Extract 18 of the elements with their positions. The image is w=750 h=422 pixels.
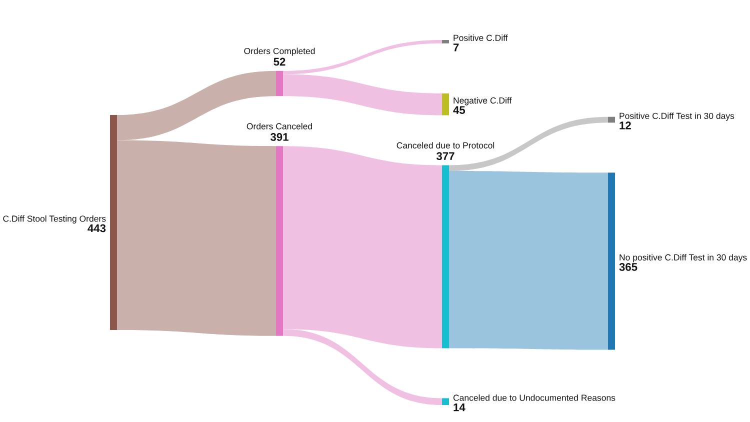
category-label: Canceled due to Undocumented Reasons	[453, 394, 616, 401]
category-label: Orders Canceled	[246, 122, 312, 130]
data-label: 365	[619, 263, 638, 271]
category-label: Negative C.Diff	[454, 97, 512, 106]
category-label: Positive C.Diff	[454, 34, 508, 41]
data-label: 12	[620, 122, 631, 130]
data-label: 14	[454, 404, 466, 412]
data-label: 52	[274, 58, 286, 66]
data-label: 391	[270, 133, 288, 141]
category-label: Orders Completed	[244, 48, 315, 56]
data-label: 7	[453, 44, 459, 52]
data-label: 45	[453, 106, 466, 114]
data-label: 377	[436, 152, 454, 160]
category-label: Positive C.Diff Test in 30 days	[620, 112, 734, 121]
category-label: No positive C.Diff Test in 30 days	[620, 254, 747, 262]
category-label: Canceled due to Protocol	[396, 142, 494, 149]
data-label: 443	[88, 224, 106, 232]
category-label: C.Diff Stool Testing Orders	[3, 215, 106, 224]
